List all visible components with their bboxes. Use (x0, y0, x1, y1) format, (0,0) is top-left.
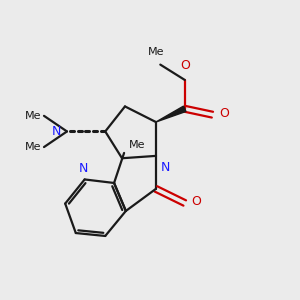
Text: N: N (79, 162, 88, 175)
Text: Me: Me (128, 140, 145, 150)
Text: O: O (180, 59, 190, 72)
Text: O: O (191, 195, 201, 208)
Text: N: N (52, 125, 61, 138)
Text: N: N (161, 161, 171, 174)
Text: Me: Me (25, 111, 41, 121)
Text: Me: Me (148, 47, 164, 57)
Text: Me: Me (25, 142, 41, 152)
Text: O: O (219, 107, 229, 120)
Polygon shape (156, 106, 186, 122)
